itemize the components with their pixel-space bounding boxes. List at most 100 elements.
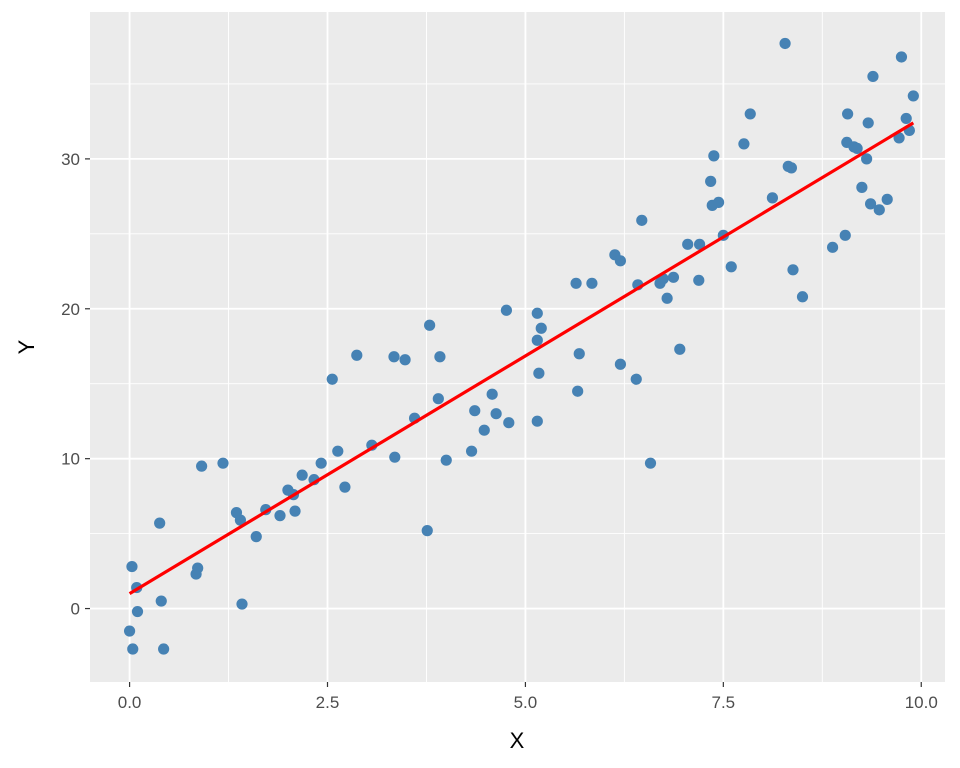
data-point [693, 238, 706, 250]
data-point [274, 510, 286, 522]
regression-line [128, 121, 915, 595]
data-point [389, 451, 401, 463]
data-points [123, 37, 919, 655]
data-point [326, 373, 338, 385]
x-tick-label: 5.0 [514, 693, 538, 712]
data-point [572, 385, 584, 397]
data-point [907, 90, 919, 102]
data-point [862, 117, 874, 129]
data-point [155, 595, 167, 607]
x-tick-label: 7.5 [712, 693, 736, 712]
data-point [861, 153, 873, 165]
x-tick-label: 10.0 [905, 693, 938, 712]
data-point [570, 277, 582, 289]
data-point [636, 214, 648, 226]
data-point [630, 373, 642, 385]
data-point [900, 112, 912, 125]
data-point [196, 460, 208, 472]
data-point [533, 367, 545, 379]
data-point [573, 348, 585, 360]
data-point [842, 108, 854, 120]
data-point [644, 457, 657, 469]
x-tick-label: 0.0 [118, 693, 142, 712]
y-tick-label: 0 [71, 600, 80, 619]
data-point [424, 319, 436, 331]
y-tick-label: 10 [61, 450, 80, 469]
data-point [738, 138, 750, 150]
x-axis: 0.0 2.5 5.0 7.5 10.0 [118, 682, 938, 712]
data-point [478, 424, 490, 436]
data-point [421, 525, 433, 537]
plot-panel [90, 12, 945, 682]
data-point [725, 261, 737, 273]
data-point [667, 271, 680, 283]
minor-gridlines [90, 12, 945, 682]
data-point [785, 162, 798, 174]
data-point [682, 238, 694, 250]
data-point [708, 150, 720, 162]
data-point [535, 322, 547, 334]
data-point [123, 625, 136, 637]
data-point [158, 643, 170, 655]
data-point [796, 291, 809, 303]
x-tick-label: 2.5 [316, 693, 340, 712]
data-point [531, 334, 543, 346]
data-point [705, 175, 717, 187]
data-point [839, 229, 851, 241]
data-point [192, 562, 204, 574]
data-point [826, 241, 839, 253]
data-point [779, 37, 791, 50]
data-point [614, 255, 627, 267]
data-point [154, 517, 166, 529]
data-point [126, 560, 138, 573]
data-point [296, 469, 308, 481]
data-point [766, 192, 779, 204]
data-point [131, 605, 144, 618]
x-axis-title: X [510, 728, 525, 753]
data-point [873, 204, 885, 216]
y-tick-label: 20 [61, 300, 80, 319]
data-point [465, 445, 478, 457]
data-point [895, 51, 908, 63]
data-point [867, 70, 879, 83]
data-point [469, 405, 481, 417]
data-point [234, 514, 247, 526]
data-point [432, 393, 444, 405]
y-axis-title: Y [14, 339, 39, 354]
y-axis: 0 10 20 30 [61, 150, 90, 619]
major-gridlines [90, 12, 945, 682]
data-point [712, 196, 725, 208]
data-point [315, 457, 327, 469]
regression-line-group [128, 121, 915, 595]
data-point [500, 304, 513, 316]
data-point [503, 417, 515, 429]
data-point [881, 193, 893, 205]
data-point [486, 388, 498, 400]
data-point [531, 307, 543, 319]
data-point [490, 408, 502, 420]
data-point [856, 181, 868, 193]
data-point [388, 351, 400, 363]
data-point [351, 349, 363, 361]
data-point [250, 531, 262, 543]
data-point [236, 598, 248, 610]
data-point [339, 481, 351, 493]
data-point [289, 505, 301, 517]
data-point [614, 358, 627, 370]
data-point [851, 142, 863, 154]
data-point [434, 351, 446, 363]
data-point [864, 198, 877, 210]
data-point [744, 108, 756, 120]
data-point [787, 264, 799, 276]
y-tick-label: 30 [61, 150, 80, 169]
data-point [674, 343, 686, 355]
data-point [217, 457, 229, 469]
data-point [440, 454, 452, 466]
data-point [332, 445, 344, 457]
data-point [399, 354, 411, 366]
data-point [586, 277, 598, 289]
data-point [661, 292, 673, 304]
data-point [127, 643, 139, 655]
data-point [893, 132, 905, 144]
